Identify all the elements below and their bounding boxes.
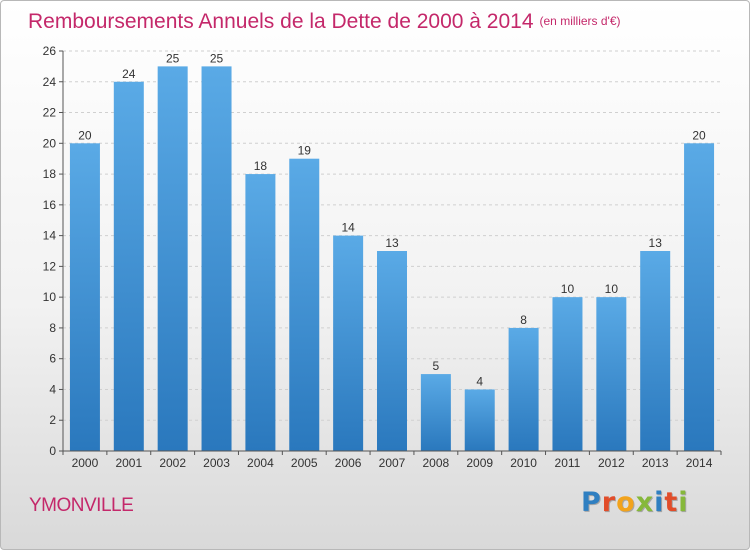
y-tick-label: 10	[43, 290, 57, 304]
bar	[69, 143, 100, 452]
x-tick-label: 2009	[466, 456, 493, 470]
x-tick-label: 2014	[686, 456, 713, 470]
chart-title: Remboursements Annuels de la Dette de 20…	[28, 7, 621, 36]
data-label: 10	[561, 282, 575, 296]
x-tick-label: 2008	[423, 456, 450, 470]
x-tick-label: 2005	[291, 456, 318, 470]
bar	[420, 374, 451, 451]
axes	[59, 50, 722, 455]
x-tick-label: 2000	[72, 456, 99, 470]
x-tick-label: 2001	[115, 456, 142, 470]
data-label: 25	[210, 51, 224, 65]
bar	[201, 66, 232, 451]
y-tick-label: 0	[49, 444, 56, 458]
y-tick-label: 24	[43, 75, 57, 89]
y-tick-label: 22	[43, 106, 57, 120]
brand-letter: P	[581, 487, 602, 518]
x-tick-label: 2013	[642, 456, 669, 470]
brand-letter: x	[635, 487, 655, 518]
x-tick-label: 2006	[335, 456, 362, 470]
bar	[113, 81, 144, 452]
commune-name: YMONVILLE	[29, 495, 134, 516]
y-tick-label: 8	[49, 321, 56, 335]
y-tick-label: 12	[43, 259, 57, 273]
x-tick-label: 2003	[203, 456, 230, 470]
brand-letter: t	[664, 487, 679, 518]
bar	[684, 143, 715, 452]
y-tick-label: 2	[49, 413, 56, 427]
x-tick-label: 2012	[598, 456, 625, 470]
data-label: 8	[520, 313, 527, 327]
brand-letter: r	[601, 487, 617, 518]
proxiti-logo: Proxiti	[581, 487, 689, 518]
data-label: 20	[78, 128, 92, 142]
y-tick-label: 14	[43, 229, 57, 243]
data-label: 13	[649, 236, 663, 250]
y-tick-label: 6	[49, 352, 56, 366]
bar	[596, 297, 627, 451]
data-label: 20	[692, 128, 706, 142]
bar	[333, 235, 364, 451]
brand-letter: i	[678, 487, 689, 518]
bar	[377, 251, 407, 451]
x-tick-label: 2002	[159, 456, 186, 470]
bar	[157, 66, 188, 451]
bar	[508, 327, 539, 451]
bars	[69, 66, 715, 452]
x-tick-label: 2004	[247, 456, 274, 470]
x-tick-label: 2011	[555, 456, 581, 470]
data-label: 14	[341, 221, 355, 235]
x-tick-label: 2010	[510, 456, 537, 470]
chart-title-text: Remboursements Annuels de la Dette de 20…	[28, 10, 534, 33]
data-label: 13	[385, 236, 399, 250]
brand-letter: o	[616, 487, 636, 518]
bar	[245, 174, 276, 452]
data-label: 10	[605, 282, 619, 296]
y-tick-label: 18	[43, 167, 57, 181]
labels: 0246810121416182022242620002020012420022…	[43, 44, 713, 470]
y-tick-label: 4	[49, 382, 56, 396]
chart-unit: (en milliers d'€)	[539, 14, 621, 28]
bar	[289, 158, 320, 451]
bar	[640, 251, 671, 451]
y-tick-label: 20	[43, 136, 57, 150]
data-label: 18	[254, 159, 268, 173]
bar	[552, 297, 583, 451]
y-tick-label: 26	[43, 44, 57, 58]
data-label: 19	[298, 144, 312, 158]
x-tick-label: 2007	[379, 456, 406, 470]
y-tick-label: 16	[43, 198, 57, 212]
brand-letter: i	[654, 487, 665, 518]
data-label: 24	[122, 67, 136, 81]
bar	[464, 389, 495, 451]
data-label: 5	[433, 359, 440, 373]
data-label: 4	[476, 374, 483, 388]
data-label: 25	[166, 51, 180, 65]
